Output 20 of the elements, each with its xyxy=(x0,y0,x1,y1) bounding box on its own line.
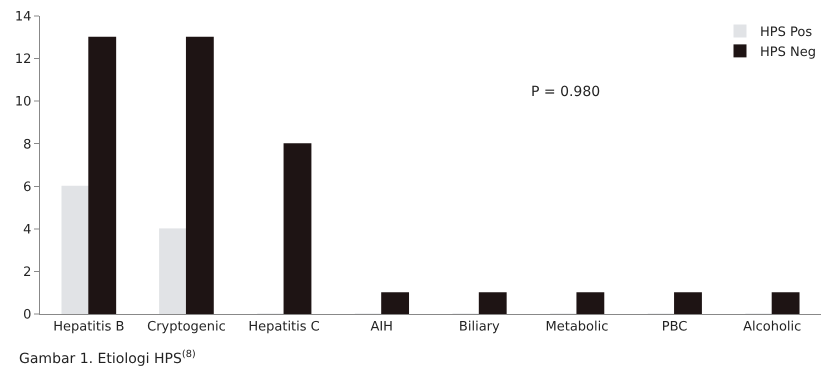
y-tick-label: 14 xyxy=(14,10,32,25)
y-tick-label: 12 xyxy=(14,52,32,68)
y-tick-label: 0 xyxy=(23,308,32,323)
x-tick-label: Alcoholic xyxy=(743,320,802,335)
x-tick-label: Hepatitis B xyxy=(53,320,124,335)
x-tick-label: Cryptogenic xyxy=(147,320,226,335)
x-tick-label: AIH xyxy=(370,320,393,335)
x-tick-label: PBC xyxy=(662,320,688,335)
y-tick-label: 6 xyxy=(23,180,32,195)
y-tick-label: 2 xyxy=(23,264,32,280)
y-tick-label: 4 xyxy=(23,222,32,238)
text: Gambar 1. Etiologi HPS$^{(8)}$ xyxy=(19,349,196,367)
x-tick-label: Metabolic xyxy=(546,320,608,335)
legend-label: HPS Pos xyxy=(760,25,812,40)
y-tick-label: 10 xyxy=(14,94,32,110)
annotation: P = 0.980 xyxy=(531,84,600,100)
legend-label: HPS Neg xyxy=(760,44,816,60)
x-tick-label: Biliary xyxy=(458,320,500,335)
x-tick-label: Hepatitis C xyxy=(248,320,320,335)
y-tick-label: 8 xyxy=(23,137,32,152)
